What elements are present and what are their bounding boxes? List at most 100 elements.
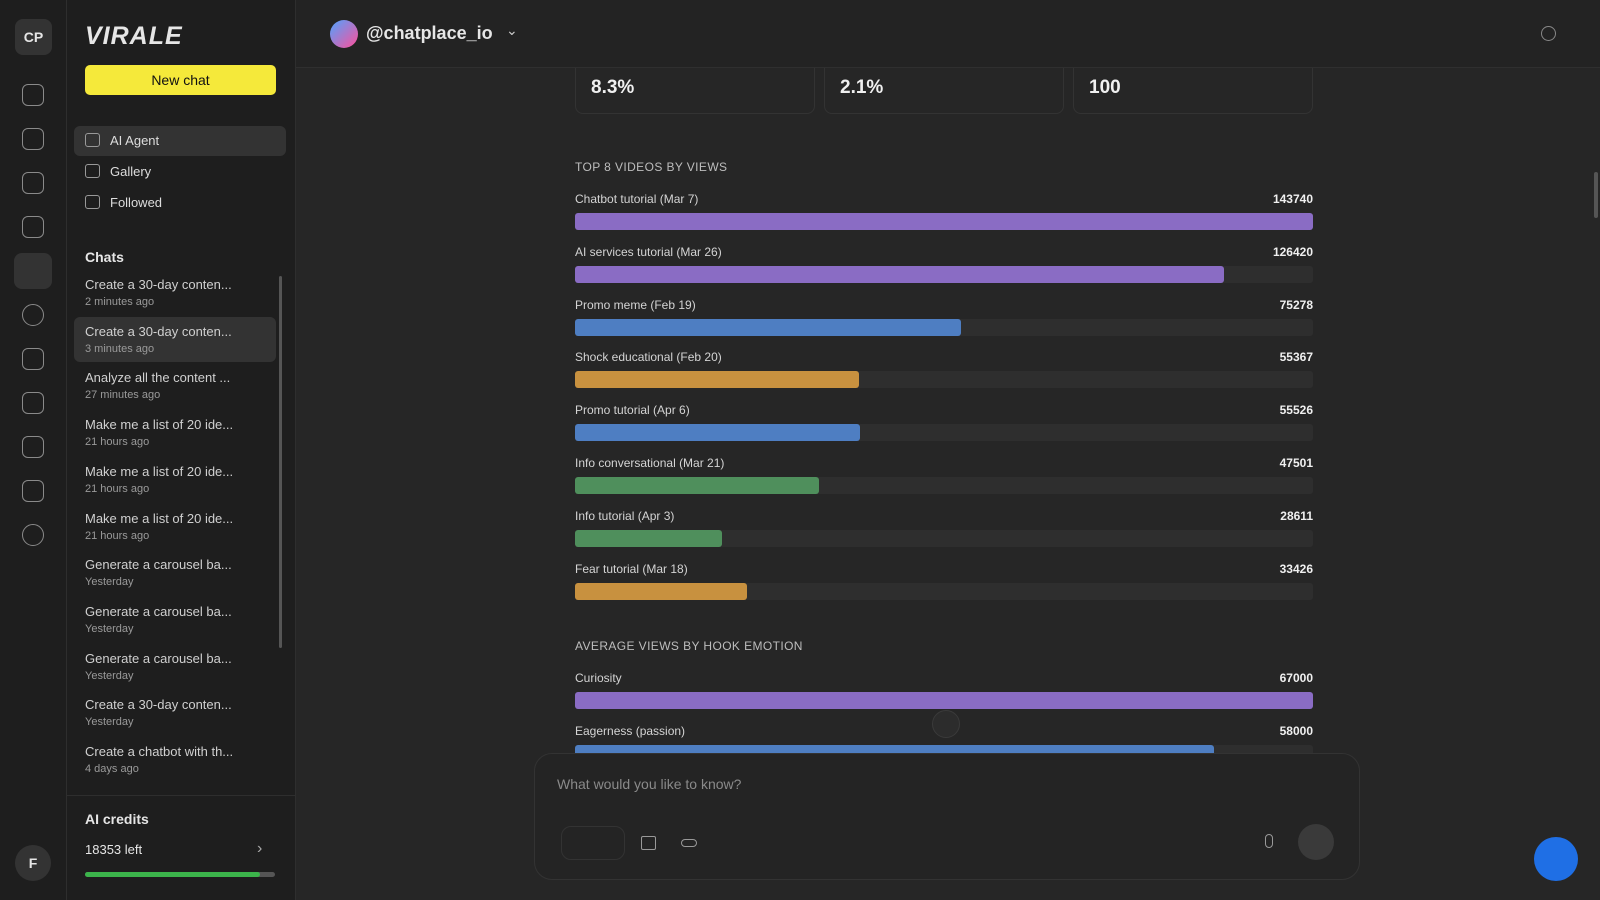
chat-title[interactable]: Analyze all the content ... bbox=[85, 370, 231, 386]
credits-arrow[interactable]: › bbox=[257, 840, 263, 857]
chat-time: 4 days ago bbox=[85, 763, 139, 775]
main: 8.3% 2.1% 100 TOP 8 VIDEOS BY VIEWS Chatbot … bbox=[296, 68, 1600, 900]
chat-time: Yesterday bbox=[85, 576, 134, 589]
user-avatar[interactable]: F bbox=[15, 845, 51, 881]
value-label: 33426 bbox=[1279, 561, 1313, 576]
bar-label: Info conversational (Mar 21) bbox=[575, 456, 725, 470]
header: @chatplace_io ⌄ bbox=[296, 0, 1600, 68]
stat-card: 8.3% bbox=[575, 68, 815, 114]
value-label: 28611 bbox=[1280, 508, 1313, 523]
bar-track bbox=[575, 529, 1313, 547]
stat-value: 2.1% bbox=[840, 77, 884, 98]
icon-rail: CP F bbox=[0, 0, 67, 900]
value-label: 67000 bbox=[1279, 671, 1313, 685]
chat-selected-bg bbox=[74, 317, 276, 362]
side-panel: VIRALE New chat AI Agent Gallery Followed … bbox=[67, 0, 296, 900]
nav-icon[interactable] bbox=[85, 195, 100, 209]
bar bbox=[575, 213, 1313, 230]
users-icon[interactable] bbox=[22, 348, 44, 370]
value-label: 58000 bbox=[1279, 723, 1313, 738]
chat-time: Yesterday bbox=[85, 622, 134, 635]
workspace-avatar[interactable]: CP bbox=[15, 19, 52, 55]
logo: VIRALE bbox=[85, 22, 183, 50]
input-box[interactable]: What would you like to know? bbox=[534, 753, 1360, 880]
send-icon[interactable] bbox=[22, 436, 44, 458]
chat-title[interactable]: Make me a list of 20 ide... bbox=[85, 463, 234, 479]
bar-label: Shock educational (Feb 20) bbox=[575, 350, 722, 365]
credits-left: 18353 left bbox=[85, 842, 143, 857]
link-icon[interactable] bbox=[681, 839, 697, 847]
bar bbox=[575, 265, 1225, 283]
chart-title: AVERAGE VIEWS BY HOOK EMOTION bbox=[575, 639, 803, 653]
value-label: 143740 bbox=[1272, 192, 1313, 206]
bar-label: Fear tutorial (Mar 18) bbox=[575, 561, 688, 576]
chat-title[interactable]: Create a 30-day conten... bbox=[85, 277, 232, 292]
value-label: 55526 bbox=[1279, 403, 1313, 418]
account-name[interactable]: @chatplace_io bbox=[366, 23, 493, 43]
bar-label: Promo tutorial (Apr 6) bbox=[575, 403, 690, 418]
value-label: 126420 bbox=[1272, 244, 1313, 259]
chats-heading: Chats bbox=[85, 249, 124, 265]
org-icon[interactable] bbox=[22, 128, 44, 150]
nav-icon[interactable] bbox=[85, 164, 100, 178]
credits-fill bbox=[85, 872, 260, 877]
tool-group[interactable] bbox=[561, 826, 625, 860]
input-placeholder[interactable]: What would you like to know? bbox=[557, 776, 742, 792]
scroll-down-button[interactable] bbox=[932, 710, 960, 738]
learn-icon[interactable] bbox=[22, 480, 44, 502]
nav-active-bg bbox=[74, 126, 286, 156]
chat-time: 21 hours ago bbox=[85, 529, 150, 542]
bar bbox=[575, 424, 861, 442]
divider bbox=[67, 795, 296, 796]
chat-title[interactable]: Make me a list of 20 ide... bbox=[85, 510, 234, 526]
bar bbox=[575, 582, 747, 600]
credits-title: AI credits bbox=[85, 811, 149, 827]
account-logo bbox=[330, 20, 358, 48]
chat-title[interactable]: Create a 30-day conten... bbox=[85, 697, 232, 713]
chat-title[interactable]: Create a chatbot with th... bbox=[85, 744, 234, 759]
bar-label: Info tutorial (Apr 3) bbox=[575, 508, 675, 523]
settings-icon[interactable] bbox=[1541, 26, 1556, 41]
chat-time: 3 minutes ago bbox=[85, 342, 155, 355]
image-icon[interactable] bbox=[641, 836, 656, 850]
bar bbox=[575, 318, 962, 336]
scrollbar bbox=[279, 276, 282, 648]
bar-label: Chatbot tutorial (Mar 7) bbox=[575, 192, 699, 206]
nav-item[interactable]: AI Agent bbox=[110, 133, 160, 148]
chat-icon[interactable] bbox=[22, 304, 44, 326]
help-chat-button[interactable] bbox=[1534, 837, 1578, 881]
chat-time: Yesterday bbox=[85, 716, 134, 729]
chat-title[interactable]: Create a 30-day conten... bbox=[85, 323, 232, 339]
nav-item[interactable]: Followed bbox=[110, 195, 163, 210]
send-button[interactable] bbox=[1298, 824, 1334, 860]
bar bbox=[575, 371, 860, 389]
chat-time: 2 minutes ago bbox=[85, 296, 155, 308]
layout-icon[interactable] bbox=[22, 216, 44, 238]
chat-time: 27 minutes ago bbox=[85, 389, 161, 402]
value-label: 47501 bbox=[1279, 456, 1313, 470]
new-chat-button[interactable]: New chat bbox=[85, 65, 276, 95]
chat-title[interactable]: Generate a carousel ba... bbox=[85, 650, 232, 666]
agent-icon[interactable] bbox=[22, 172, 44, 194]
chat-title[interactable]: Generate a carousel ba... bbox=[85, 557, 232, 573]
bar-label: AI services tutorial (Mar 26) bbox=[575, 244, 722, 259]
bar bbox=[575, 692, 1313, 709]
nav-item[interactable]: Gallery bbox=[110, 164, 152, 179]
chat-time: 21 hours ago bbox=[85, 482, 150, 495]
nav-icon[interactable] bbox=[85, 133, 100, 147]
chat-title[interactable]: Make me a list of 20 ide... bbox=[85, 417, 234, 433]
value-label: 75278 bbox=[1279, 297, 1313, 312]
chat-time: 21 hours ago bbox=[85, 436, 150, 449]
stat-value: 8.3% bbox=[591, 77, 635, 98]
analytics-icon[interactable] bbox=[22, 392, 44, 414]
chat-title[interactable]: Generate a carousel ba... bbox=[85, 603, 232, 619]
mic-icon[interactable] bbox=[1265, 834, 1273, 848]
credits-track bbox=[85, 872, 275, 877]
support-icon[interactable] bbox=[22, 524, 44, 546]
stat-card: 100 bbox=[1073, 68, 1313, 114]
home-icon[interactable] bbox=[22, 84, 44, 106]
account-dropdown[interactable]: ⌄ bbox=[506, 22, 518, 38]
bar-label: Promo meme (Feb 19) bbox=[575, 297, 696, 312]
eye-icon-active[interactable] bbox=[14, 253, 52, 289]
